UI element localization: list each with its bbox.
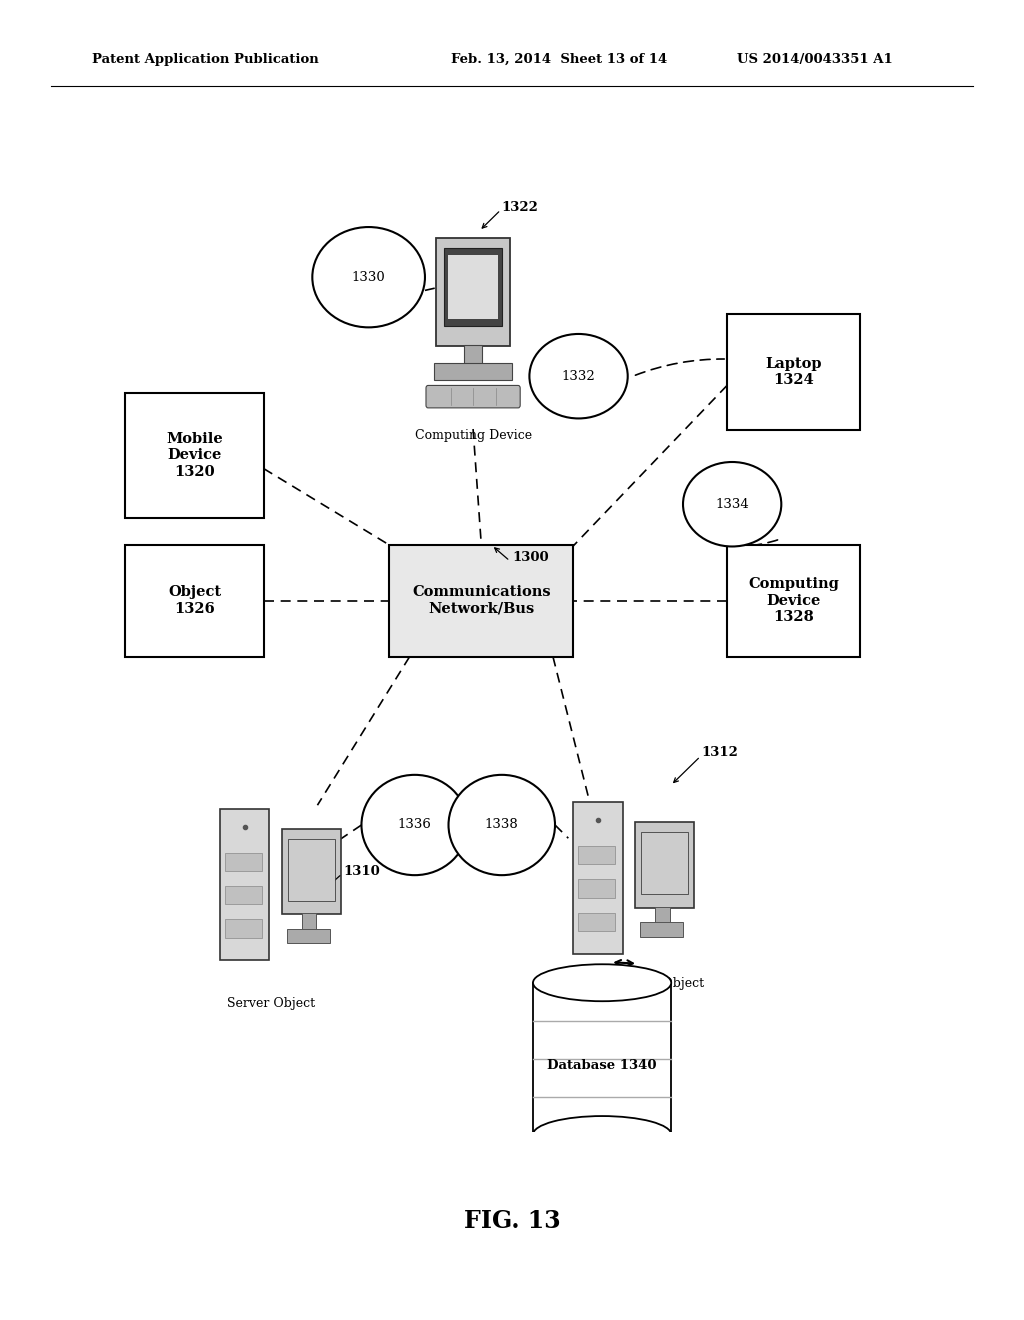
Ellipse shape (532, 964, 672, 1001)
Bar (635, 822, 694, 908)
Text: Server Object: Server Object (616, 977, 705, 990)
Ellipse shape (683, 462, 781, 546)
Bar (225, 919, 262, 937)
Bar (579, 846, 615, 865)
Bar (447, 256, 499, 319)
Bar (727, 314, 860, 430)
Bar (125, 544, 264, 656)
Bar (220, 808, 269, 961)
Text: US 2014/0043351 A1: US 2014/0043351 A1 (737, 53, 893, 66)
FancyArrowPatch shape (735, 539, 780, 546)
Text: Communications
Network/Bus: Communications Network/Bus (412, 586, 551, 615)
Text: Laptop
1324: Laptop 1324 (765, 358, 822, 387)
Text: Feb. 13, 2014  Sheet 13 of 14: Feb. 13, 2014 Sheet 13 of 14 (451, 53, 667, 66)
Bar (436, 238, 510, 346)
Bar (434, 363, 512, 380)
Text: Computing Device: Computing Device (415, 429, 531, 442)
Bar (579, 912, 615, 931)
Text: 1338: 1338 (485, 818, 518, 832)
Text: Object
1326: Object 1326 (168, 586, 221, 615)
Bar (579, 879, 615, 898)
Bar (532, 982, 672, 1134)
Bar (573, 801, 623, 953)
Text: Database 1340: Database 1340 (548, 1059, 656, 1072)
Text: 1330: 1330 (352, 271, 385, 284)
Bar (640, 923, 683, 937)
Bar (302, 913, 316, 931)
Ellipse shape (532, 1117, 672, 1154)
Text: 1336: 1336 (397, 818, 432, 832)
FancyBboxPatch shape (426, 385, 520, 408)
Text: Computing
Device
1328: Computing Device 1328 (749, 577, 839, 624)
Bar (225, 886, 262, 904)
Bar (727, 544, 860, 656)
Text: 1312: 1312 (701, 746, 738, 759)
Text: 1322: 1322 (502, 201, 539, 214)
Text: Mobile
Device
1320: Mobile Device 1320 (166, 432, 223, 479)
Text: 1300: 1300 (512, 550, 549, 564)
Bar (444, 248, 502, 326)
Bar (641, 833, 688, 894)
Bar (287, 929, 330, 944)
Bar (655, 907, 670, 924)
Text: 1310: 1310 (343, 865, 380, 878)
FancyArrowPatch shape (636, 359, 724, 375)
Ellipse shape (361, 775, 468, 875)
Text: FIG. 13: FIG. 13 (464, 1209, 560, 1233)
Text: Patent Application Publication: Patent Application Publication (92, 53, 318, 66)
Bar (389, 544, 573, 656)
Bar (530, 1131, 674, 1156)
Bar (464, 345, 482, 364)
Bar (288, 840, 335, 900)
Text: 1334: 1334 (716, 498, 749, 511)
Ellipse shape (312, 227, 425, 327)
Text: 1332: 1332 (562, 370, 595, 383)
Ellipse shape (449, 775, 555, 875)
Bar (282, 829, 341, 915)
Bar (225, 853, 262, 871)
Text: Server Object: Server Object (227, 997, 315, 1010)
Ellipse shape (529, 334, 628, 418)
Bar (125, 393, 264, 517)
